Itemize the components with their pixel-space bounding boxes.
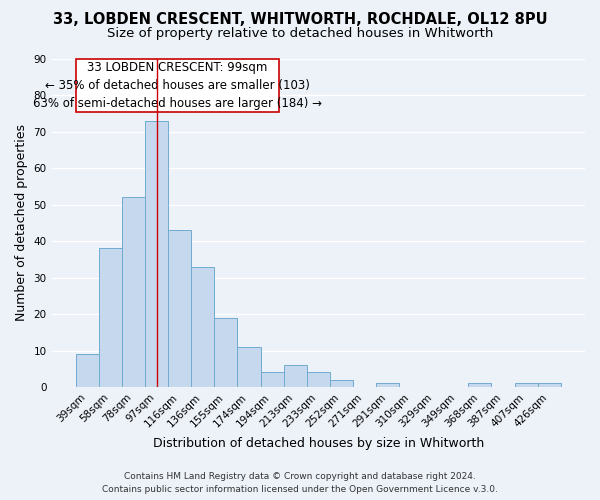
Bar [538, 384, 561, 387]
Bar [238, 347, 260, 387]
Bar [515, 384, 538, 387]
Bar [284, 365, 307, 387]
Bar [214, 318, 238, 387]
Text: 33 LOBDEN CRESCENT: 99sqm: 33 LOBDEN CRESCENT: 99sqm [87, 62, 268, 74]
Bar [76, 354, 99, 387]
Text: Size of property relative to detached houses in Whitworth: Size of property relative to detached ho… [107, 28, 493, 40]
Bar [145, 121, 168, 387]
Bar [469, 384, 491, 387]
Bar [191, 266, 214, 387]
Text: Contains HM Land Registry data © Crown copyright and database right 2024.
Contai: Contains HM Land Registry data © Crown c… [102, 472, 498, 494]
Text: ← 35% of detached houses are smaller (103): ← 35% of detached houses are smaller (10… [45, 79, 310, 92]
X-axis label: Distribution of detached houses by size in Whitworth: Distribution of detached houses by size … [152, 437, 484, 450]
Bar [99, 248, 122, 387]
Text: 63% of semi-detached houses are larger (184) →: 63% of semi-detached houses are larger (… [33, 96, 322, 110]
Bar [168, 230, 191, 387]
Bar [376, 384, 399, 387]
Bar [307, 372, 330, 387]
Bar [122, 198, 145, 387]
FancyBboxPatch shape [76, 59, 279, 112]
Y-axis label: Number of detached properties: Number of detached properties [15, 124, 28, 322]
Bar [260, 372, 284, 387]
Bar [330, 380, 353, 387]
Text: 33, LOBDEN CRESCENT, WHITWORTH, ROCHDALE, OL12 8PU: 33, LOBDEN CRESCENT, WHITWORTH, ROCHDALE… [53, 12, 547, 28]
